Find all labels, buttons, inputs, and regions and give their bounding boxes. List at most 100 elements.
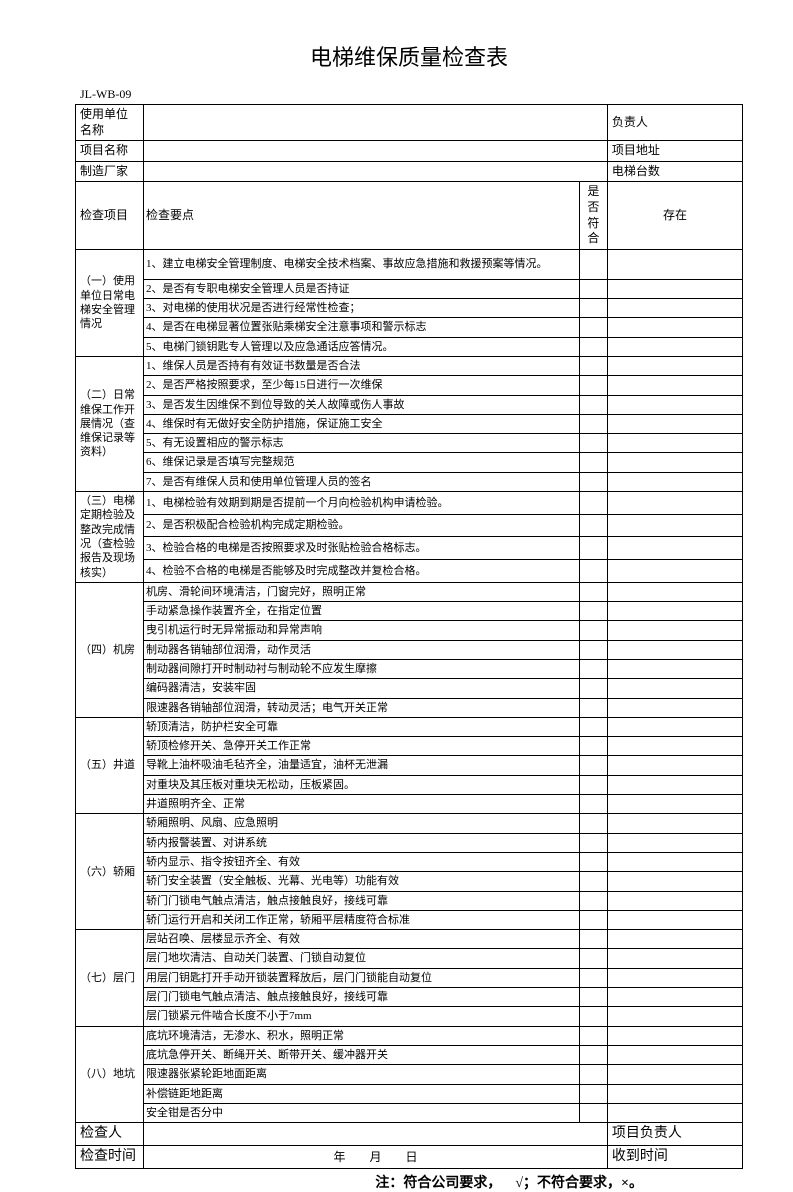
- conform-cell[interactable]: [579, 492, 607, 515]
- date-field[interactable]: 年 月 日: [144, 1146, 608, 1169]
- issue-cell[interactable]: [607, 1007, 742, 1026]
- issue-cell[interactable]: [607, 737, 742, 756]
- conform-cell[interactable]: [579, 395, 607, 414]
- issue-cell[interactable]: [607, 795, 742, 814]
- issue-cell[interactable]: [607, 337, 742, 356]
- conform-cell[interactable]: [579, 679, 607, 698]
- issue-cell[interactable]: [607, 949, 742, 968]
- issue-cell[interactable]: [607, 414, 742, 433]
- conform-cell[interactable]: [579, 659, 607, 678]
- conform-cell[interactable]: [579, 1007, 607, 1026]
- conform-cell[interactable]: [579, 795, 607, 814]
- conform-cell[interactable]: [579, 560, 607, 583]
- conform-cell[interactable]: [579, 337, 607, 356]
- issue-cell[interactable]: [607, 1026, 742, 1045]
- issue-cell[interactable]: [607, 434, 742, 453]
- issue-cell[interactable]: [607, 698, 742, 717]
- issue-cell[interactable]: [607, 537, 742, 560]
- issue-cell[interactable]: [607, 833, 742, 852]
- issue-cell[interactable]: [607, 717, 742, 736]
- issue-cell[interactable]: [607, 492, 742, 515]
- issue-cell[interactable]: [607, 1084, 742, 1103]
- issue-cell[interactable]: [607, 395, 742, 414]
- issue-cell[interactable]: [607, 514, 742, 537]
- issue-cell[interactable]: [607, 891, 742, 910]
- issue-cell[interactable]: [607, 988, 742, 1007]
- issue-cell[interactable]: [607, 852, 742, 871]
- issue-cell[interactable]: [607, 376, 742, 395]
- conform-cell[interactable]: [579, 582, 607, 601]
- issue-cell[interactable]: [607, 968, 742, 987]
- conform-cell[interactable]: [579, 514, 607, 537]
- issue-cell[interactable]: [607, 356, 742, 375]
- issue-cell[interactable]: [607, 472, 742, 491]
- project-name-label: 项目名称: [76, 141, 144, 162]
- conform-cell[interactable]: [579, 988, 607, 1007]
- issue-cell[interactable]: [607, 560, 742, 583]
- conform-cell[interactable]: [579, 833, 607, 852]
- issue-cell[interactable]: [607, 299, 742, 318]
- conform-cell[interactable]: [579, 1084, 607, 1103]
- detail-cell: 6、维保记录是否填写完整规范: [144, 453, 580, 472]
- conform-cell[interactable]: [579, 949, 607, 968]
- issue-cell[interactable]: [607, 582, 742, 601]
- conform-cell[interactable]: [579, 968, 607, 987]
- conform-cell[interactable]: [579, 775, 607, 794]
- issue-cell[interactable]: [607, 1045, 742, 1064]
- project-name-field[interactable]: [144, 141, 608, 162]
- conform-cell[interactable]: [579, 414, 607, 433]
- issue-cell[interactable]: [607, 318, 742, 337]
- conform-cell[interactable]: [579, 1026, 607, 1045]
- issue-cell[interactable]: [607, 775, 742, 794]
- issue-cell[interactable]: [607, 249, 742, 279]
- issue-cell[interactable]: [607, 756, 742, 775]
- conform-cell[interactable]: [579, 434, 607, 453]
- issue-cell[interactable]: [607, 872, 742, 891]
- table-row: 5、有无设置相应的警示标志: [76, 434, 743, 453]
- conform-cell[interactable]: [579, 814, 607, 833]
- conform-cell[interactable]: [579, 453, 607, 472]
- issue-cell[interactable]: [607, 679, 742, 698]
- using-unit-field[interactable]: [144, 105, 608, 141]
- conform-cell[interactable]: [579, 356, 607, 375]
- conform-cell[interactable]: [579, 737, 607, 756]
- table-row: 底坑急停开关、断绳开关、断带开关、缓冲器开关: [76, 1045, 743, 1064]
- conform-cell[interactable]: [579, 1103, 607, 1122]
- conform-cell[interactable]: [579, 930, 607, 949]
- conform-cell[interactable]: [579, 872, 607, 891]
- conform-cell[interactable]: [579, 910, 607, 929]
- issue-cell[interactable]: [607, 910, 742, 929]
- conform-cell[interactable]: [579, 1045, 607, 1064]
- issue-cell[interactable]: [607, 453, 742, 472]
- inspector-field[interactable]: [144, 1123, 608, 1146]
- conform-cell[interactable]: [579, 756, 607, 775]
- conform-cell[interactable]: [579, 852, 607, 871]
- issue-cell[interactable]: [607, 621, 742, 640]
- issue-cell[interactable]: [607, 814, 742, 833]
- conform-cell[interactable]: [579, 602, 607, 621]
- conform-cell[interactable]: [579, 891, 607, 910]
- conform-cell[interactable]: [579, 1065, 607, 1084]
- conform-cell[interactable]: [579, 376, 607, 395]
- conform-cell[interactable]: [579, 717, 607, 736]
- conform-cell[interactable]: [579, 299, 607, 318]
- conform-cell[interactable]: [579, 640, 607, 659]
- conform-cell[interactable]: [579, 472, 607, 491]
- issue-cell[interactable]: [607, 279, 742, 298]
- manufacturer-field[interactable]: [144, 161, 608, 182]
- table-row: （三）电梯定期检验及整改完成情况（查检验报告及现场核实）1、电梯检验有效期到期是…: [76, 492, 743, 515]
- conform-cell[interactable]: [579, 279, 607, 298]
- table-row: 层门地坎清洁、自动关门装置、门锁自动复位: [76, 949, 743, 968]
- conform-cell[interactable]: [579, 537, 607, 560]
- conform-cell[interactable]: [579, 318, 607, 337]
- inspect-time-label: 检查时间: [76, 1146, 144, 1169]
- conform-cell[interactable]: [579, 621, 607, 640]
- conform-cell[interactable]: [579, 698, 607, 717]
- issue-cell[interactable]: [607, 602, 742, 621]
- conform-cell[interactable]: [579, 249, 607, 279]
- issue-cell[interactable]: [607, 930, 742, 949]
- issue-cell[interactable]: [607, 659, 742, 678]
- issue-cell[interactable]: [607, 1103, 742, 1122]
- issue-cell[interactable]: [607, 640, 742, 659]
- issue-cell[interactable]: [607, 1065, 742, 1084]
